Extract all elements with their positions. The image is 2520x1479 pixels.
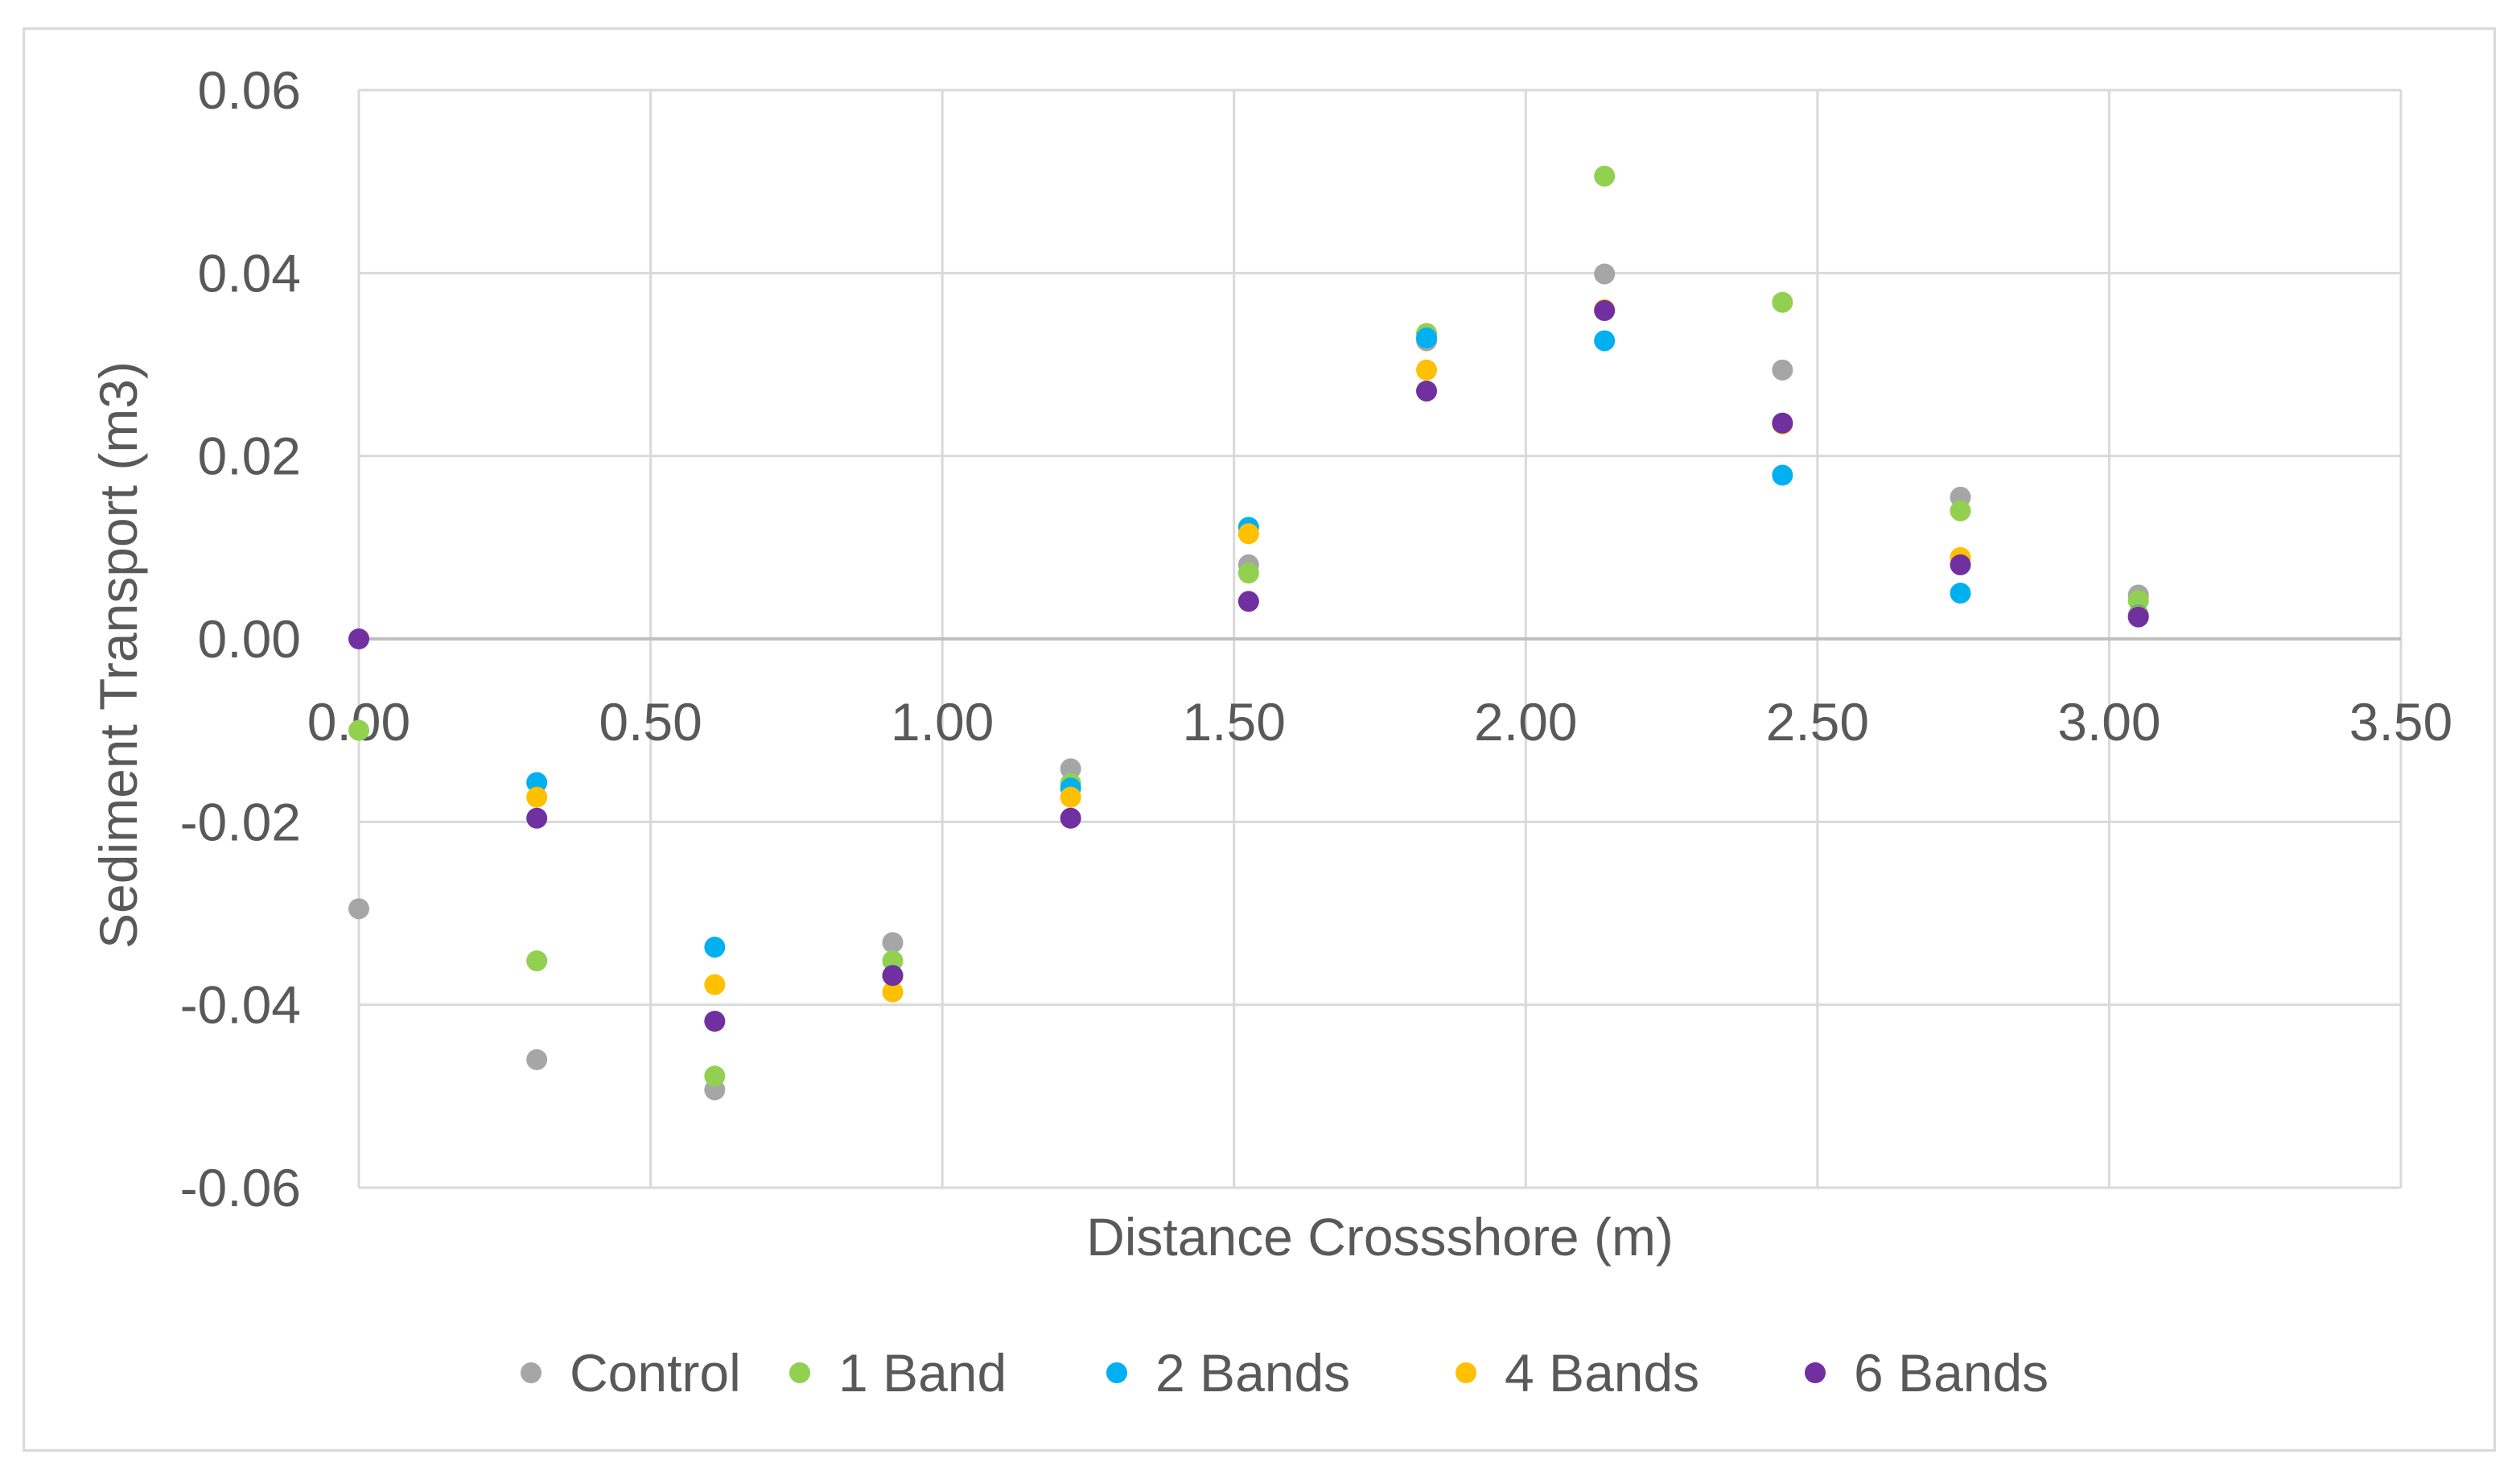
legend-item: 1 Band	[789, 1343, 1007, 1403]
legend-label: Control	[570, 1343, 741, 1403]
y-tick-label: -0.04	[180, 975, 301, 1035]
data-point	[1416, 359, 1438, 381]
data-point	[1950, 583, 1971, 604]
data-point	[1594, 263, 1616, 285]
tick-labels: 0.060.040.020.00-0.02-0.04-0.060.000.501…	[180, 60, 2453, 1217]
chart-frame	[23, 27, 2496, 1452]
y-tick-label: 0.02	[198, 426, 301, 486]
data-point	[1950, 554, 1971, 575]
data-point	[1772, 464, 1793, 486]
data-point	[526, 786, 548, 808]
data-point	[1772, 359, 1793, 381]
data-point	[348, 898, 369, 920]
data-point	[1416, 328, 1438, 349]
data-point	[704, 937, 726, 958]
data-point	[526, 807, 548, 829]
x-axis-title: Distance Crossshore (m)	[1086, 1207, 1674, 1267]
data-point	[882, 950, 904, 972]
legend: Control 1 Band 2 Bands 4 Bands 6 Bands	[521, 1343, 2049, 1403]
legend-marker	[1805, 1362, 1826, 1383]
data-point	[704, 1065, 726, 1087]
data-points	[348, 165, 2149, 1101]
legend-marker	[789, 1362, 810, 1383]
x-tick-label: 3.00	[2057, 692, 2160, 752]
grid-lines	[357, 89, 2403, 1189]
data-point	[1060, 786, 1081, 808]
data-point	[1060, 758, 1081, 780]
data-point	[1772, 412, 1793, 434]
y-tick-label: 0.06	[198, 60, 301, 120]
data-point	[882, 981, 904, 1003]
series-2-bands	[526, 328, 2149, 987]
series-6-bands	[348, 299, 2149, 1032]
y-axis-title: Sediment Transport (m3)	[89, 361, 148, 949]
data-point	[1416, 380, 1438, 402]
data-point	[1772, 291, 1793, 313]
data-point	[882, 932, 904, 954]
data-point	[526, 772, 548, 793]
data-point	[1594, 330, 1616, 352]
x-tick-label: 2.00	[1474, 692, 1577, 752]
series-control	[348, 263, 2149, 1101]
legend-label: 2 Bands	[1155, 1343, 1350, 1403]
legend-marker	[521, 1362, 541, 1383]
data-point	[882, 965, 904, 987]
x-tick-label: 2.50	[1766, 692, 1869, 752]
series-1-band	[348, 165, 2149, 1087]
series-4-bands	[526, 299, 2149, 1003]
data-point	[526, 950, 548, 972]
data-point	[1237, 562, 1259, 584]
legend-label: 1 Band	[838, 1343, 1007, 1403]
data-point	[1594, 165, 1616, 187]
y-tick-label: 0.04	[198, 243, 301, 303]
data-point	[2127, 590, 2149, 612]
legend-item: Control	[521, 1343, 741, 1403]
legend-item: 4 Bands	[1456, 1343, 1699, 1403]
legend-marker	[1106, 1362, 1127, 1383]
x-tick-label: 1.50	[1182, 692, 1285, 752]
data-point	[1237, 591, 1259, 612]
x-tick-label: 1.00	[891, 692, 994, 752]
legend-marker	[1456, 1362, 1476, 1383]
legend-item: 6 Bands	[1805, 1343, 2049, 1403]
data-point	[1594, 299, 1616, 321]
legend-label: 4 Bands	[1505, 1343, 1699, 1403]
y-tick-label: 0.00	[198, 609, 301, 669]
x-tick-label: 0.50	[599, 692, 702, 752]
data-point	[526, 1048, 548, 1070]
data-point	[1060, 807, 1081, 829]
data-point	[348, 719, 369, 741]
legend-item: 2 Bands	[1106, 1343, 1350, 1403]
data-point	[1237, 523, 1259, 545]
data-point	[704, 974, 726, 995]
y-tick-label: -0.06	[180, 1158, 301, 1217]
legend-label: 6 Bands	[1854, 1343, 2049, 1403]
data-point	[704, 1011, 726, 1032]
data-point	[2127, 606, 2149, 628]
data-point	[1950, 500, 1971, 521]
x-tick-label: 3.50	[2349, 692, 2452, 752]
data-point	[348, 628, 369, 649]
y-tick-label: -0.02	[180, 792, 301, 851]
